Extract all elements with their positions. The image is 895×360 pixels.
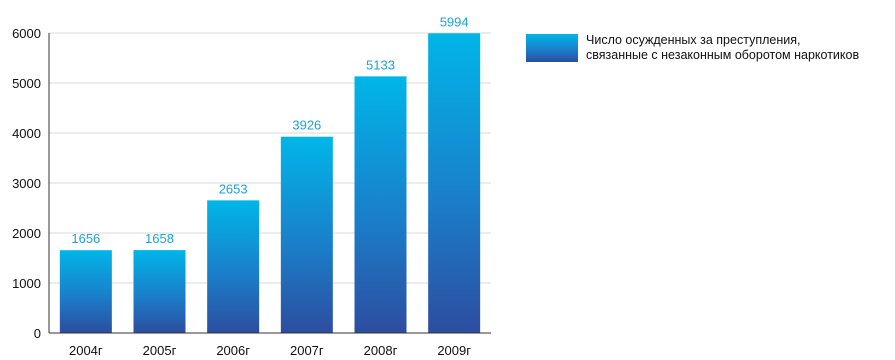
x-tick-label: 2007г [290, 343, 324, 358]
grid-lines [49, 32, 491, 284]
y-tick-label: 6000 [12, 26, 41, 41]
bars-group [59, 33, 481, 334]
y-tick-label: 3000 [12, 176, 41, 191]
x-tick-label: 2008г [364, 343, 398, 358]
bar-2006г [207, 200, 260, 333]
bar-2007г [280, 136, 333, 333]
bar-2008г [354, 76, 407, 333]
legend: Число осужденных за преступления, связан… [526, 33, 859, 63]
x-tick-label: 2005г [143, 343, 177, 358]
x-tick-label: 2009г [437, 343, 471, 358]
y-tick-label: 2000 [12, 226, 41, 241]
legend-label: Число осужденных за преступления, связан… [586, 33, 859, 63]
bar-2009г [428, 33, 481, 334]
legend-label-line-2: связанные с незаконным оборотом наркотик… [586, 48, 860, 62]
data-label: 1658 [145, 231, 174, 246]
legend-label-line-1: Число осужденных за преступления, [586, 33, 801, 47]
y-tick-label: 4000 [12, 126, 41, 141]
y-axis-ticks: 0 1000 2000 3000 4000 5000 6000 [12, 26, 41, 341]
axes [48, 33, 491, 334]
data-label: 2653 [219, 181, 248, 196]
data-label: 1656 [71, 231, 100, 246]
y-tick-label: 5000 [12, 76, 41, 91]
y-tick-label: 0 [34, 326, 41, 341]
bar-2004г [59, 250, 112, 333]
y-tick-label: 1000 [12, 276, 41, 291]
data-label: 3926 [292, 118, 321, 133]
data-label: 5133 [366, 57, 395, 72]
data-labels: 1656 1658 2653 3926 5133 5994 [71, 14, 468, 246]
bar-2005г [133, 250, 186, 333]
data-label: 5994 [440, 14, 469, 29]
x-axis-ticks: 2004г 2005г 2006г 2007г 2008г 2009г [69, 343, 471, 358]
legend-swatch [526, 34, 578, 62]
x-tick-label: 2006г [216, 343, 250, 358]
x-tick-label: 2004г [69, 343, 103, 358]
